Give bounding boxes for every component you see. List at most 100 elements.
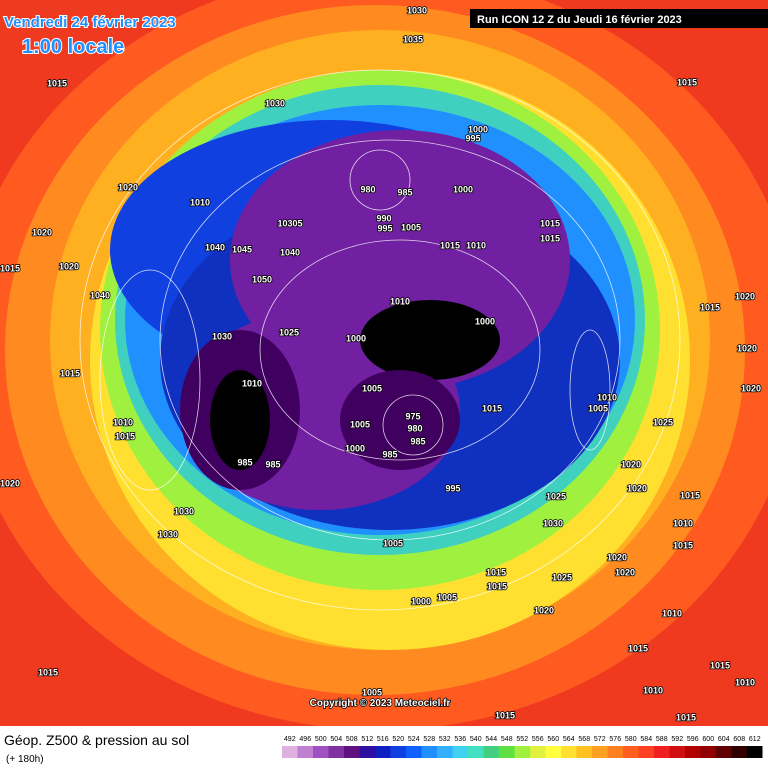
date: Vendredi 24 février 2023 xyxy=(4,14,176,31)
isobar-label: 1015 xyxy=(680,490,700,500)
isobar-label: 1015 xyxy=(540,233,560,243)
legend-swatch xyxy=(344,746,360,758)
legend-swatch xyxy=(468,746,484,758)
isobar-label: 1030 xyxy=(158,529,178,539)
isobar-label: 1010 xyxy=(466,240,486,250)
isobar-label: 1010 xyxy=(662,608,682,618)
isobar-label: 1030 xyxy=(407,5,427,15)
isobar-label: 1030 xyxy=(265,98,285,108)
isobar-label: 1010 xyxy=(390,296,410,306)
isobar-label: 985 xyxy=(382,449,397,459)
legend-label: 556 xyxy=(532,736,544,743)
legend-swatch xyxy=(483,746,499,758)
run-bar xyxy=(470,9,768,28)
legend-swatch xyxy=(421,746,437,758)
isobar-label: 1005 xyxy=(350,419,370,429)
isobar-label: 1015 xyxy=(38,667,58,677)
legend-label: 576 xyxy=(609,736,621,743)
legend-swatch xyxy=(359,746,375,758)
legend-swatch xyxy=(452,746,468,758)
legend-swatch xyxy=(390,746,406,758)
isobar-label: 1005 xyxy=(362,383,382,393)
isobar-label: 1025 xyxy=(546,491,566,501)
isobar-label: 1015 xyxy=(710,660,730,670)
legend-label: 580 xyxy=(625,736,637,743)
isobar-label: 1010 xyxy=(190,197,210,207)
isobar-label: 1035 xyxy=(403,34,423,44)
isobar-label: 1010 xyxy=(643,685,663,695)
isobar-label: 990 xyxy=(376,213,391,223)
isobar-label: 1020 xyxy=(0,478,20,488)
isobar-label: 1020 xyxy=(607,552,627,562)
isobar-label: 975 xyxy=(405,411,420,421)
isobar-label: 1040 xyxy=(205,242,225,252)
isobar-label: 995 xyxy=(465,133,480,143)
legend-swatch xyxy=(282,746,298,758)
legend-label: 584 xyxy=(640,736,652,743)
legend-label: 544 xyxy=(485,736,497,743)
isobar-label: 10305 xyxy=(277,218,302,228)
isobar-label: 980 xyxy=(360,184,375,194)
legend-label: 548 xyxy=(501,736,513,743)
legend-label: 564 xyxy=(563,736,575,743)
legend-label: 596 xyxy=(687,736,699,743)
legend-label: 512 xyxy=(361,736,373,743)
legend-swatch xyxy=(545,746,561,758)
isobar-label: 1020 xyxy=(32,227,52,237)
contour xyxy=(79,69,681,611)
isobar-label: 980 xyxy=(407,423,422,433)
legend-label: 568 xyxy=(578,736,590,743)
run: Run ICON 12 Z du Jeudi 16 février 2023 xyxy=(477,14,682,26)
isobar-label: 1000 xyxy=(468,124,488,134)
legend-label: 492 xyxy=(284,736,296,743)
isobar-label: 1030 xyxy=(543,518,563,528)
contour xyxy=(99,269,201,491)
legend-swatch xyxy=(561,746,577,758)
legend-label: 532 xyxy=(439,736,451,743)
isobar-label: 1030 xyxy=(212,331,232,341)
isobar-label: 1005 xyxy=(401,222,421,232)
isobar-label: 995 xyxy=(377,223,392,233)
isobar-label: 1015 xyxy=(677,77,697,87)
isobar-label: 1015 xyxy=(60,368,80,378)
isobar-label: 1000 xyxy=(345,443,365,453)
legend-swatch xyxy=(592,746,608,758)
legend-label: 604 xyxy=(718,736,730,743)
legend-label: 572 xyxy=(594,736,606,743)
legend-swatch xyxy=(499,746,515,758)
legend-swatch xyxy=(716,746,732,758)
isobar-label: 1040 xyxy=(90,290,110,300)
isobar-label: 1020 xyxy=(59,261,79,271)
isobar-label: 1015 xyxy=(482,403,502,413)
isobar-label: 1025 xyxy=(653,417,673,427)
legend-swatch xyxy=(623,746,639,758)
legend-swatch xyxy=(747,746,763,758)
legend-swatch xyxy=(313,746,329,758)
isobar-label: 1020 xyxy=(741,383,761,393)
isobar-label: 985 xyxy=(237,457,252,467)
legend-label: 608 xyxy=(733,736,745,743)
isobar-label: 1015 xyxy=(673,540,693,550)
legend-swatch xyxy=(297,746,313,758)
isobar-label: 1015 xyxy=(628,643,648,653)
legend-label: 504 xyxy=(330,736,342,743)
legend-swatch xyxy=(328,746,344,758)
isobar-label: 1010 xyxy=(597,392,617,402)
legend-swatch xyxy=(669,746,685,758)
isobar-label: 1020 xyxy=(118,182,138,192)
isobar-label: 1020 xyxy=(621,459,641,469)
isobar-label: 1040 xyxy=(280,247,300,257)
legend-swatch xyxy=(607,746,623,758)
legend-swatch xyxy=(700,746,716,758)
legend-swatch xyxy=(406,746,422,758)
isobar-label: 1045 xyxy=(232,244,252,254)
isobar-label: 1005 xyxy=(588,403,608,413)
isobar-label: 1005 xyxy=(383,538,403,548)
footer-lead: (+ 180h) xyxy=(6,754,44,765)
isobar-label: 1015 xyxy=(487,581,507,591)
legend-swatch xyxy=(514,746,530,758)
isobar-label: 985 xyxy=(410,436,425,446)
isobar-label: 995 xyxy=(445,483,460,493)
legend-swatch xyxy=(576,746,592,758)
